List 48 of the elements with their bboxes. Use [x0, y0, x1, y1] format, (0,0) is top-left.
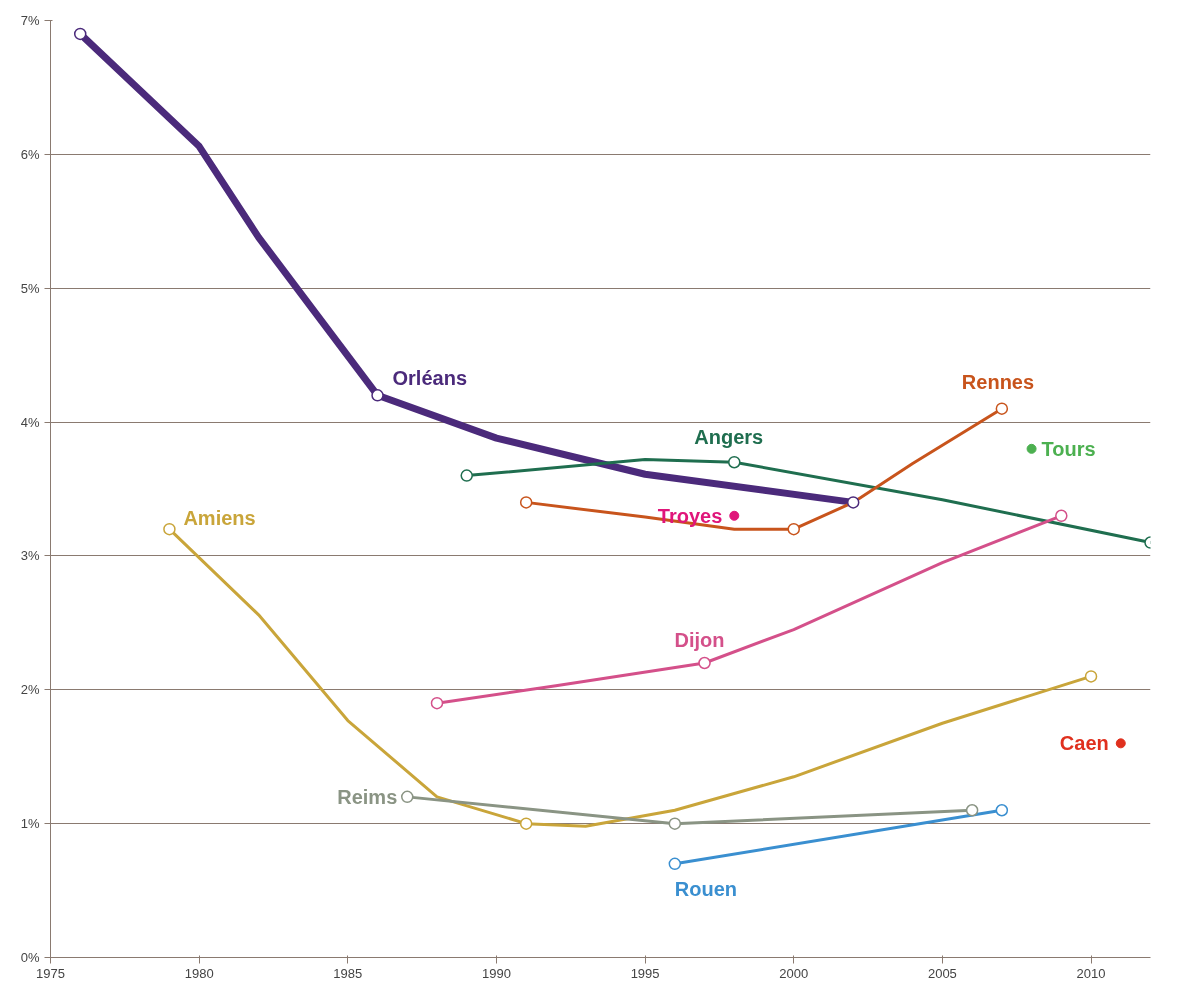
point — [1115, 738, 1126, 749]
x-tick-label: 1995 — [630, 965, 660, 981]
point — [787, 522, 800, 536]
point — [729, 510, 740, 521]
y-tick-label: 7% — [20, 13, 40, 28]
series-label: Caen — [1059, 732, 1109, 755]
point — [73, 27, 87, 41]
series-label: Troyes — [657, 504, 723, 527]
series-label: Dijon — [674, 629, 725, 652]
x-tick-label: 1985 — [333, 965, 363, 981]
point — [430, 696, 444, 710]
y-tick-label: 2% — [20, 682, 40, 698]
y-tick-label: 5% — [20, 280, 40, 296]
point — [668, 857, 682, 871]
point — [1084, 670, 1098, 683]
x-tick-label: 1990 — [481, 965, 511, 981]
point — [1055, 509, 1068, 523]
y-tick-label: 4% — [20, 414, 40, 430]
point — [965, 804, 979, 817]
y-tick-label: 3% — [20, 548, 40, 564]
point — [401, 790, 414, 804]
point — [728, 455, 741, 469]
series-label: Reims — [337, 785, 398, 808]
x-tick-label: 2010 — [1076, 965, 1106, 981]
series-label: Rouen — [674, 877, 738, 900]
point — [698, 656, 711, 670]
point — [668, 817, 682, 830]
point — [371, 389, 384, 402]
point — [995, 402, 1009, 415]
x-tick-label: 2000 — [779, 965, 809, 981]
point — [163, 522, 176, 536]
series-label: Tours — [1041, 437, 1096, 460]
point — [460, 469, 473, 482]
x-tick-label: 1980 — [184, 965, 214, 981]
series-label: Amiens — [183, 507, 256, 530]
point — [846, 496, 860, 509]
y-tick-label: 0% — [20, 950, 40, 965]
point — [1026, 443, 1037, 454]
y-tick-label: 6% — [20, 146, 40, 162]
point — [995, 804, 1009, 817]
x-tick-label: 1975 — [36, 965, 65, 981]
point — [519, 496, 533, 509]
y-tick-label: 1% — [20, 816, 40, 832]
series-label: Angers — [694, 426, 764, 449]
x-tick-label: 2005 — [927, 965, 957, 981]
series-label: Orléans — [392, 367, 468, 390]
series-label: Rennes — [961, 370, 1035, 393]
point — [519, 817, 533, 830]
